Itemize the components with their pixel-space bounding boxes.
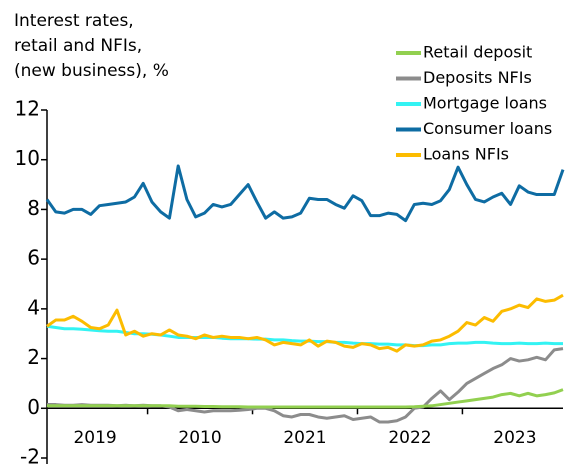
x-tick-label: 2021: [283, 428, 326, 448]
y-tick-label: 12: [15, 97, 40, 121]
series-line: [46, 293, 564, 353]
series-line: [45, 164, 565, 223]
y-tick-label: -2: [20, 445, 40, 464]
x-tick-label: 2022: [388, 428, 431, 448]
chart-title: Interest rates,: [14, 11, 134, 31]
legend-label: Loans NFIs: [423, 145, 509, 164]
y-tick-label: 0: [27, 395, 40, 419]
legend-label: Mortgage loans: [423, 94, 547, 113]
y-tick-label: 4: [27, 295, 40, 319]
legend-label: Deposits NFIs: [423, 68, 532, 87]
series-line: [47, 388, 564, 409]
y-tick-label: 10: [15, 146, 40, 170]
chart-title: retail and NFIs,: [14, 36, 142, 56]
chart-title: (new business), %: [14, 61, 169, 81]
y-tick-label: 6: [27, 246, 40, 270]
legend-label: Retail deposit: [423, 43, 532, 62]
x-tick-label: 2019: [73, 428, 116, 448]
x-tick-label: 2023: [493, 428, 536, 448]
y-tick-label: 8: [27, 196, 40, 220]
legend-label: Consumer loans: [423, 119, 552, 138]
y-tick-label: 2: [27, 345, 40, 369]
series-line: [47, 347, 564, 424]
x-tick-label: 2010: [178, 428, 221, 448]
